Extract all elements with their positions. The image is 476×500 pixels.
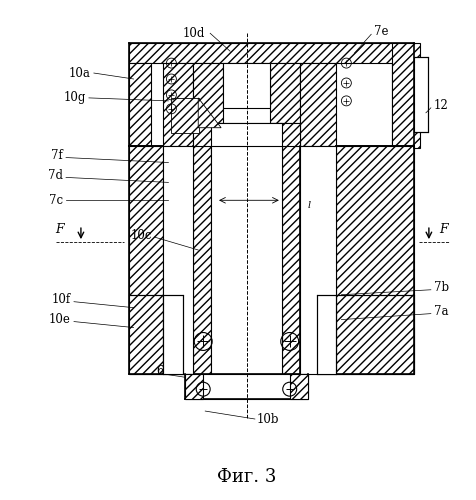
Text: 10g: 10g <box>63 92 86 104</box>
Text: 6: 6 <box>156 365 163 378</box>
Bar <box>129 294 183 374</box>
Text: 10c: 10c <box>131 228 152 241</box>
Text: F: F <box>438 222 447 235</box>
Bar <box>211 146 281 374</box>
Bar <box>391 43 419 148</box>
Text: 10e: 10e <box>49 313 71 326</box>
Bar <box>289 374 307 399</box>
Bar <box>336 146 413 374</box>
Text: 10b: 10b <box>257 412 279 426</box>
Bar <box>391 63 413 146</box>
Bar <box>299 146 336 294</box>
Bar <box>281 146 299 374</box>
Bar <box>223 63 269 108</box>
Bar <box>163 63 193 146</box>
Bar <box>163 294 183 374</box>
Bar <box>171 98 199 132</box>
Bar <box>299 63 336 146</box>
Bar <box>129 43 413 63</box>
Bar <box>316 294 336 374</box>
Text: 7a: 7a <box>433 305 447 318</box>
Text: 10d: 10d <box>182 27 205 40</box>
Bar <box>299 146 336 374</box>
Bar <box>413 57 427 132</box>
Text: Фиг. 3: Фиг. 3 <box>217 468 276 485</box>
Text: F: F <box>55 222 63 235</box>
Bar <box>193 146 211 374</box>
Bar <box>129 63 150 146</box>
Text: 7e: 7e <box>373 25 388 38</box>
Text: 7d: 7d <box>48 169 63 182</box>
Text: l: l <box>307 201 310 210</box>
Text: 12: 12 <box>433 100 447 112</box>
Text: 7c: 7c <box>49 194 63 207</box>
Bar <box>193 122 299 152</box>
Bar <box>316 294 413 374</box>
Bar <box>269 63 299 122</box>
Bar <box>185 374 307 399</box>
Bar <box>129 146 163 374</box>
Text: 7f: 7f <box>51 149 63 162</box>
Text: 10f: 10f <box>52 293 71 306</box>
Bar <box>185 374 203 399</box>
Bar <box>163 146 193 374</box>
Text: 7b: 7b <box>433 282 448 294</box>
Bar <box>163 146 193 294</box>
Bar <box>211 122 281 152</box>
Bar <box>193 63 223 122</box>
Polygon shape <box>198 98 221 128</box>
Text: 10a: 10a <box>69 66 90 80</box>
